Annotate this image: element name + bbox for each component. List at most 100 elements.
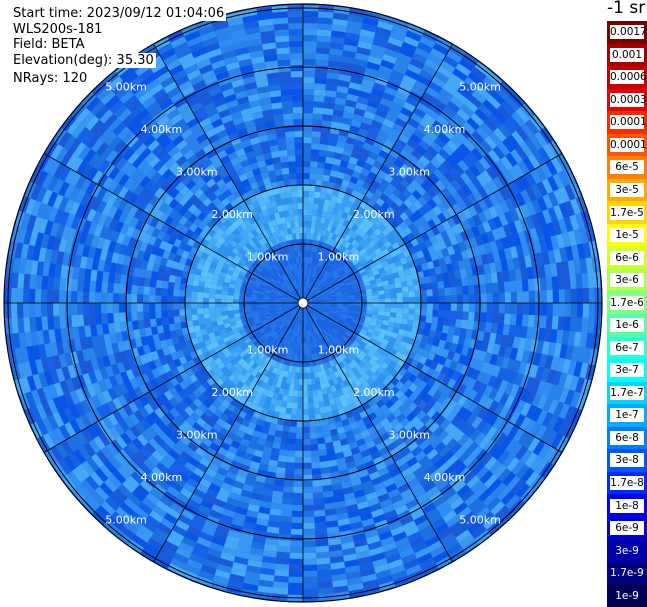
range-gate xyxy=(581,273,589,289)
range-gate xyxy=(316,234,322,242)
range-gate xyxy=(303,306,305,313)
range-gate xyxy=(358,443,369,453)
range-gate xyxy=(287,444,296,451)
range-gate xyxy=(387,107,401,118)
range-gate xyxy=(466,117,480,131)
range-gate xyxy=(369,381,378,391)
range-gate xyxy=(549,262,558,277)
range-gate xyxy=(357,360,366,369)
range-gate xyxy=(303,528,316,535)
range-gate xyxy=(250,492,263,501)
range-gate xyxy=(439,175,451,188)
range-gate xyxy=(413,128,426,140)
range-gate xyxy=(239,532,254,542)
range-gate xyxy=(71,314,79,328)
range-gate xyxy=(348,326,355,332)
range-gate xyxy=(442,83,457,96)
range-gate xyxy=(394,536,410,548)
range-gate xyxy=(281,431,290,439)
range-gate xyxy=(337,407,346,416)
range-gate xyxy=(337,244,345,252)
range-gate xyxy=(478,156,491,171)
range-gate xyxy=(315,59,329,67)
range-gate xyxy=(324,297,331,300)
range-gate xyxy=(462,386,473,398)
range-gate xyxy=(306,318,309,325)
range-gate xyxy=(556,357,566,373)
range-gate xyxy=(317,307,324,311)
range-gate xyxy=(316,281,322,287)
range-gate xyxy=(392,96,406,107)
range-gate xyxy=(432,495,447,508)
range-gate xyxy=(303,227,307,234)
range-gate xyxy=(335,356,342,364)
range-gate xyxy=(301,306,303,313)
range-gate xyxy=(408,308,415,315)
range-gate xyxy=(541,382,553,397)
range-gate xyxy=(525,201,537,216)
range-gate xyxy=(363,162,373,172)
range-gate xyxy=(396,303,403,309)
range-gate xyxy=(381,144,392,155)
range-gate xyxy=(415,362,425,371)
range-gate xyxy=(361,480,374,490)
range-gate xyxy=(308,330,312,337)
range-gate xyxy=(344,234,352,242)
range-gate xyxy=(304,330,307,337)
range-gate xyxy=(361,23,378,33)
range-gate xyxy=(246,509,259,519)
range-gate xyxy=(209,288,217,294)
range-gate xyxy=(449,475,463,488)
range-gate xyxy=(329,252,335,260)
range-gate xyxy=(331,115,343,124)
range-gate xyxy=(497,226,507,239)
range-gate xyxy=(252,535,266,544)
range-gate xyxy=(345,319,352,325)
range-gate xyxy=(311,264,316,271)
range-gate xyxy=(372,269,380,276)
range-gate xyxy=(315,320,321,326)
range-gate xyxy=(379,97,393,108)
range-gate xyxy=(392,531,408,542)
range-gate xyxy=(336,376,343,384)
range-gate xyxy=(478,321,486,332)
range-gate xyxy=(368,445,379,455)
range-gate xyxy=(413,487,427,499)
range-gate xyxy=(386,168,398,179)
range-gate xyxy=(420,262,429,271)
range-gate xyxy=(315,545,330,553)
range-gate xyxy=(354,544,370,554)
range-gate xyxy=(516,291,523,303)
range-gate xyxy=(441,272,450,281)
range-gate xyxy=(493,402,505,416)
range-gate xyxy=(437,462,451,474)
range-gate xyxy=(401,262,410,271)
range-gate xyxy=(314,278,319,285)
range-gate xyxy=(371,354,380,363)
range-gate xyxy=(335,146,345,155)
range-gate xyxy=(466,347,475,359)
range-gate xyxy=(179,290,186,297)
range-gate xyxy=(395,312,403,319)
range-gate xyxy=(312,315,317,321)
range-gate xyxy=(365,288,373,293)
range-gate xyxy=(521,242,530,257)
range-gate xyxy=(149,286,156,296)
range-gate xyxy=(313,227,319,235)
range-gate xyxy=(447,389,458,400)
range-gate xyxy=(569,274,577,289)
range-gate xyxy=(338,282,346,287)
range-gate xyxy=(382,477,395,488)
range-gate xyxy=(365,236,373,245)
range-gate xyxy=(428,125,442,137)
range-gate xyxy=(520,325,528,339)
range-gate xyxy=(365,361,373,370)
range-gate xyxy=(388,360,397,369)
range-gate xyxy=(376,251,385,259)
range-gate xyxy=(413,353,422,363)
range-gate xyxy=(412,368,421,378)
range-gate xyxy=(324,328,330,335)
range-gate xyxy=(375,26,392,37)
range-gate xyxy=(433,136,447,149)
range-gate xyxy=(209,303,216,308)
